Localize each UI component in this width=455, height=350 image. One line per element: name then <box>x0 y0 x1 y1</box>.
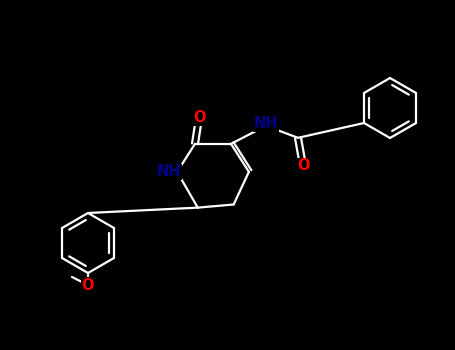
Text: O: O <box>82 278 94 293</box>
Text: NH: NH <box>157 164 182 179</box>
Text: O: O <box>193 110 205 125</box>
Text: NH: NH <box>254 116 278 131</box>
Text: O: O <box>297 158 309 173</box>
